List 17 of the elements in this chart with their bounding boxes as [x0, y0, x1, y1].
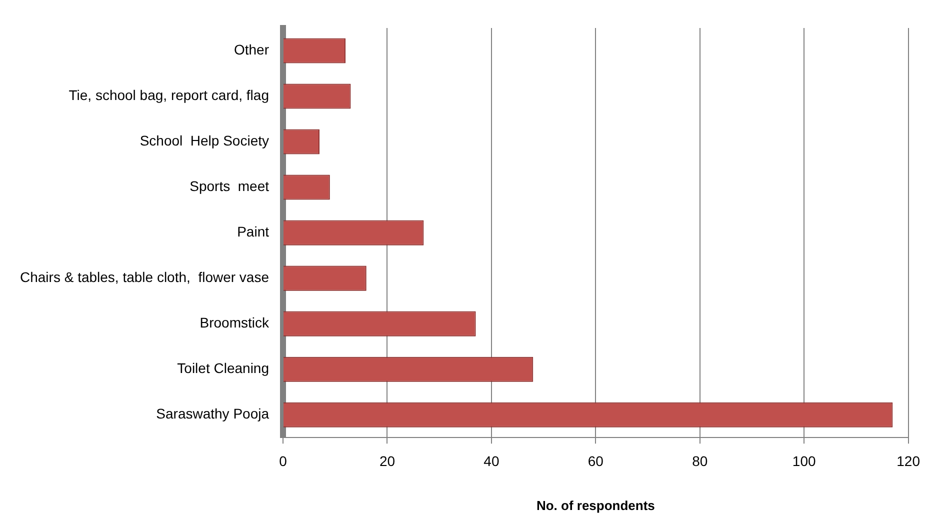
y-tick-label: Sports meet [190, 178, 270, 194]
x-tick-label: 0 [279, 452, 288, 469]
y-tick-label: Chairs & tables, table cloth, flower vase [20, 269, 270, 286]
x-axis-title: No. of respondents [536, 498, 655, 513]
x-tick-label: 20 [379, 452, 396, 469]
x-tick-label: 120 [896, 452, 920, 469]
x-tick-label: 60 [588, 452, 604, 469]
y-tick-label: Tie, school bag, report card, flag [68, 87, 270, 104]
y-tick-label: Saraswathy Pooja [156, 406, 270, 422]
y-tick-label: Paint [237, 224, 270, 240]
x-tick-label: 100 [792, 452, 816, 469]
y-tick-label: Other [234, 42, 270, 58]
x-tick-label: 80 [692, 452, 708, 469]
x-tick-label: 40 [484, 452, 500, 469]
y-tick-label: School Help Society [140, 132, 270, 149]
y-tick-label: Broomstick [200, 314, 270, 331]
y-tick-label: Toilet Cleaning [177, 360, 270, 376]
